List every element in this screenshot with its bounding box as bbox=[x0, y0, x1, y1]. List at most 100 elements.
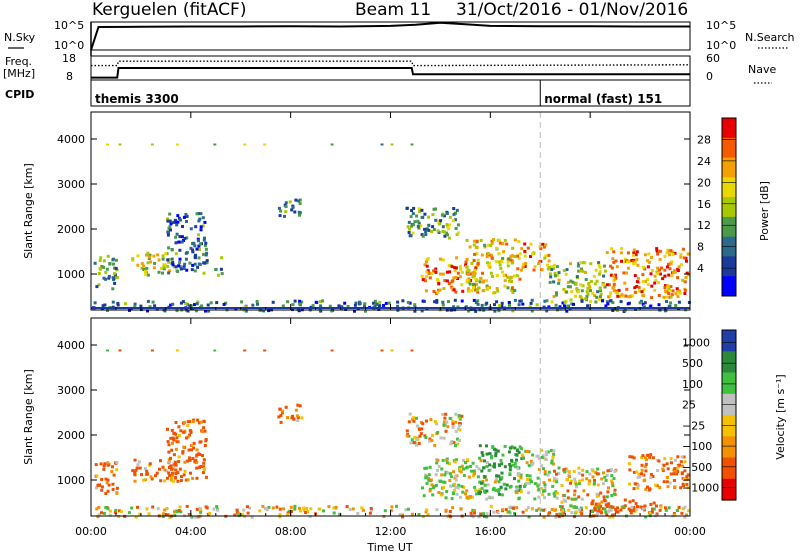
echo-cell bbox=[440, 467, 444, 471]
echo-cell bbox=[601, 283, 605, 287]
echo-cell bbox=[300, 416, 304, 420]
echo-cell bbox=[235, 508, 239, 512]
echo-cell bbox=[145, 507, 149, 511]
x-tick-label: 08:00 bbox=[275, 525, 307, 538]
echo-cell bbox=[179, 429, 183, 433]
echo-cell bbox=[495, 477, 499, 481]
echo-cell bbox=[543, 496, 546, 500]
echo-cell bbox=[597, 263, 601, 267]
echo-cell bbox=[406, 225, 410, 229]
echo-cell bbox=[405, 206, 409, 210]
echo-cell bbox=[195, 466, 199, 470]
power-ylabel: Slant Range [km] bbox=[22, 163, 35, 259]
echo-cell bbox=[473, 271, 477, 275]
echo-cell bbox=[655, 270, 659, 274]
echo-cell bbox=[401, 513, 404, 517]
echo-cell bbox=[608, 506, 612, 510]
echo-cell bbox=[174, 252, 178, 256]
echo-cell bbox=[669, 249, 673, 253]
echo-cell bbox=[496, 511, 500, 515]
echo-cell bbox=[543, 485, 547, 489]
echo-cell bbox=[171, 263, 175, 267]
echo-cell bbox=[461, 270, 464, 274]
echo-cell bbox=[489, 244, 493, 247]
colorbar-segment bbox=[722, 330, 736, 352]
echo-cell bbox=[616, 291, 620, 295]
echo-cell bbox=[668, 253, 672, 257]
echo-cell bbox=[118, 509, 121, 513]
echo-cell bbox=[670, 293, 674, 297]
echo-cell bbox=[458, 424, 462, 427]
echo-cell bbox=[519, 490, 523, 494]
echo-cell bbox=[194, 515, 198, 519]
echo-cell bbox=[453, 482, 457, 486]
echo-cell bbox=[283, 214, 286, 218]
echo-cell bbox=[102, 259, 106, 263]
echo-cell bbox=[579, 283, 583, 287]
echo-cell bbox=[605, 300, 609, 304]
echo-cell bbox=[201, 216, 205, 220]
echo-cell bbox=[442, 287, 446, 290]
echo-cell bbox=[146, 299, 150, 303]
echo-cell bbox=[616, 506, 619, 510]
echo-cell bbox=[191, 263, 195, 267]
echo-cell bbox=[412, 416, 416, 420]
echo-cell bbox=[609, 291, 612, 295]
echo-cell bbox=[421, 278, 425, 282]
echo-cell bbox=[430, 230, 434, 233]
echo-cell bbox=[114, 508, 118, 512]
echo-cell bbox=[222, 302, 226, 306]
echo-cell bbox=[620, 247, 624, 251]
echo-cell bbox=[131, 469, 135, 473]
echo-cell bbox=[515, 487, 519, 491]
echo-cell bbox=[495, 474, 499, 478]
echo-cell bbox=[275, 505, 279, 509]
echo-cell bbox=[114, 258, 118, 262]
echo-cell bbox=[425, 270, 429, 274]
echo-cell bbox=[437, 222, 441, 226]
echo-cell bbox=[454, 444, 457, 447]
echo-cell bbox=[170, 478, 174, 482]
echo-cell bbox=[185, 220, 188, 223]
cpid-program-label: themis 3300 bbox=[95, 92, 179, 106]
echo-cell bbox=[244, 305, 248, 309]
echo-cell bbox=[492, 510, 496, 514]
echo-cell bbox=[646, 485, 649, 489]
echo-cell bbox=[100, 477, 104, 481]
nave-tick-top: 60 bbox=[706, 52, 720, 65]
echo-cell bbox=[540, 464, 544, 468]
echo-cell bbox=[483, 459, 486, 463]
echo-cell bbox=[454, 458, 458, 462]
echo-cell bbox=[445, 458, 449, 462]
echo-cell bbox=[443, 234, 447, 238]
echo-cell bbox=[431, 213, 435, 217]
echo-cell bbox=[472, 472, 476, 476]
echo-cell bbox=[476, 262, 480, 265]
echo-cell bbox=[639, 505, 643, 509]
echo-cell bbox=[461, 289, 465, 293]
echo-cell bbox=[213, 143, 217, 146]
echo-cell bbox=[648, 512, 652, 515]
echo-cell bbox=[473, 288, 477, 292]
echo-cell bbox=[448, 270, 452, 274]
colorbar-segment bbox=[722, 256, 736, 277]
echo-cell bbox=[168, 212, 172, 216]
echo-cell bbox=[565, 290, 569, 294]
echo-cell bbox=[159, 479, 163, 483]
echo-cell bbox=[171, 441, 174, 445]
echo-cell bbox=[657, 294, 661, 297]
echo-cell bbox=[526, 506, 530, 510]
echo-cell bbox=[605, 505, 609, 508]
echo-cell bbox=[447, 300, 450, 304]
echo-cell bbox=[166, 258, 170, 262]
echo-cell bbox=[555, 491, 559, 495]
nsky-tick-top: 10^5 bbox=[54, 19, 84, 32]
echo-cell bbox=[416, 219, 420, 223]
echo-cell bbox=[632, 509, 636, 512]
echo-cell bbox=[511, 291, 515, 294]
echo-cell bbox=[520, 247, 524, 251]
echo-cell bbox=[529, 459, 533, 463]
echo-cell bbox=[378, 304, 382, 308]
echo-cell bbox=[297, 210, 301, 214]
echo-cell bbox=[679, 255, 683, 259]
